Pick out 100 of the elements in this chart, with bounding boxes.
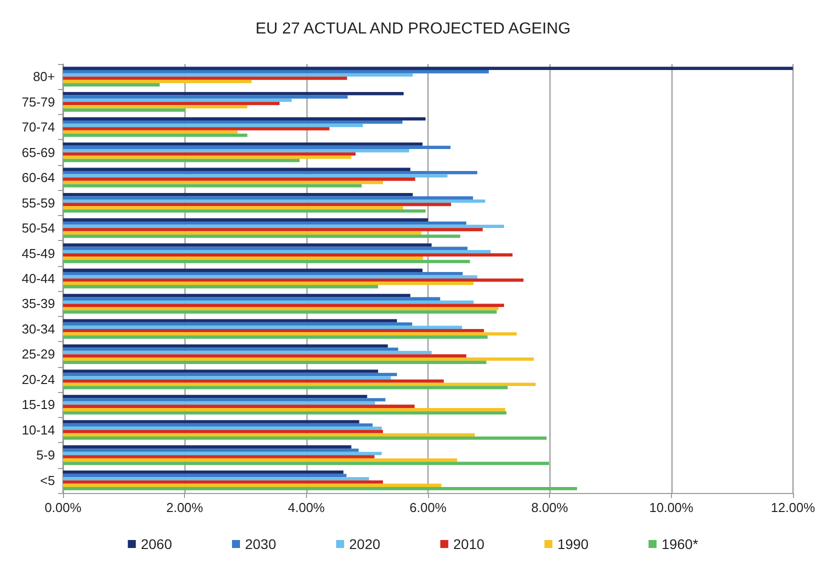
y-tick-label: 20-24 [22,372,55,387]
bar [63,394,368,398]
bar [63,152,356,156]
bar [63,142,423,146]
bar [63,149,410,152]
bar [63,92,404,96]
bar [63,462,550,465]
y-tick-label: 55-59 [22,195,55,210]
x-tick-label: 2.00% [166,500,204,515]
bar [63,168,410,171]
bar [63,332,517,336]
bar [63,386,508,390]
bar [63,282,474,286]
y-tick-label: 60-64 [22,170,55,186]
bar [63,95,348,99]
bar [63,411,506,415]
bar [63,234,460,238]
bar [63,272,463,276]
bar [63,146,450,150]
bar [63,297,440,300]
bar [63,336,488,339]
bar [63,319,397,322]
x-tick-label: 8.00% [531,500,568,515]
y-tick-label: 5-9 [36,448,55,463]
y-tick-label: 70-74 [22,120,55,135]
bar [63,256,424,260]
y-tick-label: <5 [40,472,55,488]
y-tick-label: 80+ [32,69,55,84]
bar [63,300,474,304]
bar [63,231,422,235]
bar [63,423,373,427]
bar [63,196,473,200]
bar [63,404,415,408]
bar [63,379,444,383]
bar [63,382,536,386]
bar [63,310,497,314]
bar [63,275,478,278]
y-tick-label: 25-29 [22,346,55,362]
bar [63,192,413,196]
bar [63,178,416,181]
bar [63,221,466,225]
bar [63,436,547,440]
bar [63,448,359,452]
bar [63,76,348,80]
bar [63,470,344,474]
y-tick-label: 65-69 [22,144,55,160]
bar [63,350,432,354]
y-tick-label: 10-14 [22,422,55,438]
bar [63,398,386,402]
bar [63,455,374,458]
x-tick-label: 10.00% [649,500,694,515]
x-tick-label: 0.00% [44,500,82,515]
bar [63,180,383,184]
bar [63,224,504,228]
bar [63,360,486,364]
legend-label: 2020 [349,536,380,552]
bar [63,307,499,310]
x-tick-label: 4.00% [288,500,326,515]
bar [63,130,238,134]
bar [63,326,462,329]
bar [63,304,504,308]
bar [63,285,378,288]
bar [63,120,402,124]
bar [63,158,300,162]
bar [63,344,388,348]
bar [63,458,458,462]
legend-label: 2060 [140,536,172,552]
bar [63,127,330,130]
legend-label: 2010 [453,536,485,552]
bar [63,294,410,298]
bar [63,452,382,456]
bar [63,102,280,106]
bar [63,206,404,210]
bar [63,108,186,112]
bar [63,218,428,222]
bar [63,202,452,206]
bar [63,322,412,326]
bar [63,253,513,257]
bar [63,401,376,405]
bar [63,200,486,203]
bar [63,246,468,250]
bar [63,477,369,480]
bar [63,370,378,373]
bar [63,134,248,137]
bar [63,486,578,490]
bar [63,354,466,358]
bar [63,474,346,478]
x-tick-label: 6.00% [410,500,447,515]
bar [63,430,383,434]
x-tick-label: 12.00% [770,500,816,515]
bar [63,278,524,282]
y-tick-label: 50-54 [22,220,55,236]
y-tick-label: 45-49 [22,246,55,261]
bar [63,174,448,178]
bar [63,124,363,128]
bar [63,80,252,84]
bar [63,433,475,436]
legend-label: 2030 [244,536,276,552]
bar [63,372,397,376]
y-tick-label: 75-79 [22,94,55,110]
